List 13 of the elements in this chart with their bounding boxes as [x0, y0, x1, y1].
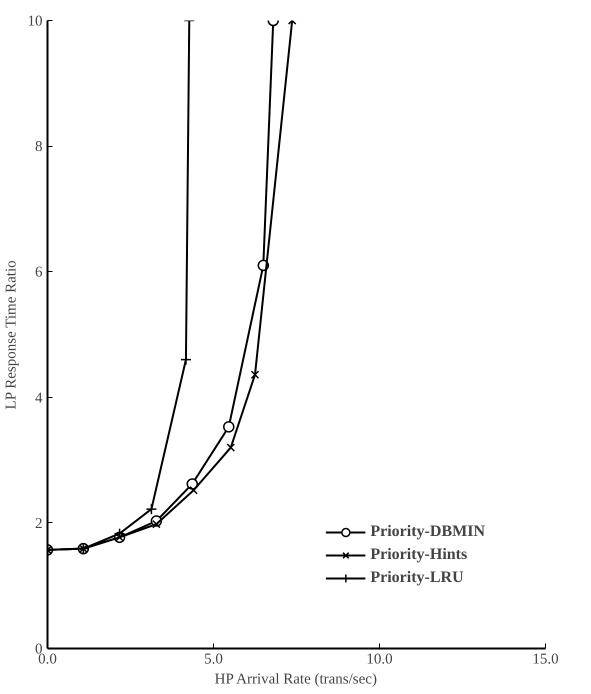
- y-axis-title: LP Response Time Ratio: [4, 260, 20, 410]
- y-tick-label: 2: [35, 516, 42, 532]
- y-tick-label: 8: [35, 139, 42, 156]
- x-tick-label: 15.0: [532, 652, 559, 668]
- y-tick-label: 4: [35, 390, 43, 406]
- legend-label: Priority-Hints: [370, 546, 468, 564]
- legend-label: Priority-DBMIN: [370, 523, 485, 541]
- x-tick-label: 5.0: [204, 652, 223, 668]
- y-tick-label: 6: [35, 264, 43, 281]
- legend-label: Priority-LRU: [370, 569, 464, 587]
- x-tick-label: 10.0: [366, 652, 393, 668]
- y-tick-label: 10: [28, 14, 42, 30]
- x-axis-title: HP Arrival Rate (trans/sec): [214, 672, 377, 688]
